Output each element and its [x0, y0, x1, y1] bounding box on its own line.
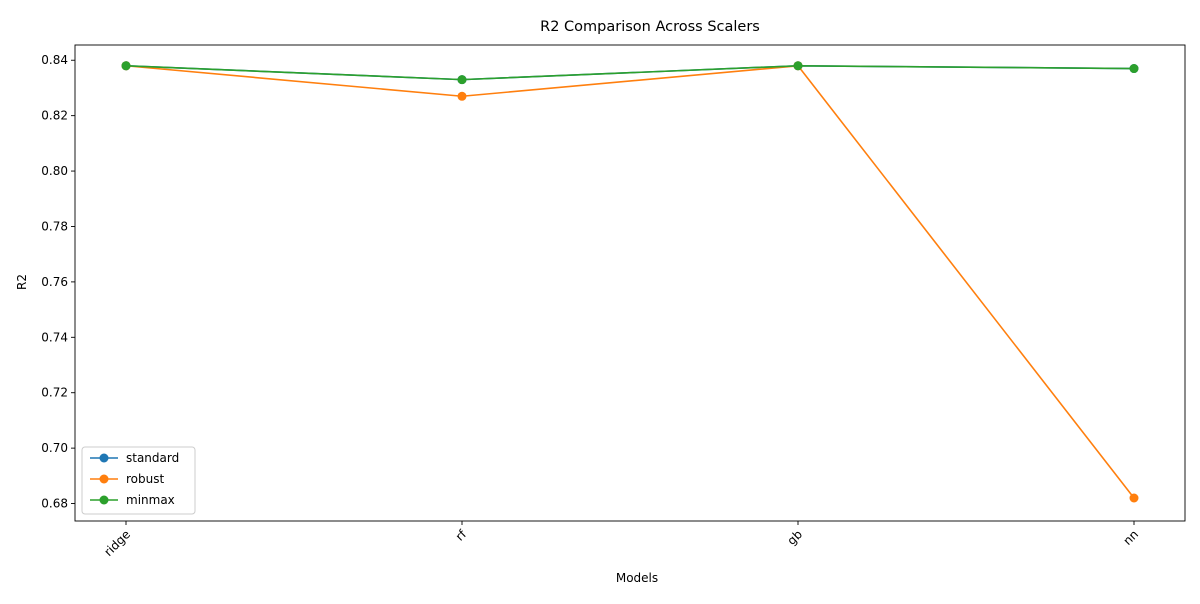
legend-swatch-marker [99, 474, 109, 484]
y-tick-label: 0.82 [41, 109, 68, 123]
legend-label: robust [126, 472, 164, 486]
data-point-robust-nn [1129, 493, 1139, 503]
series-line-minmax [125, 64, 1135, 81]
y-tick-label: 0.78 [41, 219, 68, 233]
y-tick-label: 0.72 [41, 386, 68, 400]
x-tick-label-ridge: ridge [101, 527, 133, 559]
data-point-minmax-nn [1129, 64, 1139, 74]
chart-title: R2 Comparison Across Scalers [540, 19, 760, 35]
y-tick-label: 0.80 [41, 164, 68, 178]
data-point-minmax-ridge [121, 61, 131, 71]
y-tick-label: 0.74 [41, 330, 68, 344]
legend-swatch-marker [99, 453, 109, 463]
legend-box [81, 446, 196, 515]
y-tick-label: 0.76 [41, 275, 68, 289]
series-line-robust [125, 64, 1135, 499]
x-axis-label: Models [616, 571, 658, 585]
x-axis: ridge rf gb nn [101, 521, 1141, 559]
y-axis: 0.68 0.70 0.72 0.74 0.76 0.78 0.80 0.82 0.84 [41, 53, 75, 511]
legend: standard robust minmax [81, 446, 196, 515]
legend-item-standard: standard [90, 451, 179, 465]
series-minmax [121, 61, 1139, 85]
data-point-minmax-gb [793, 61, 803, 71]
series-robust [121, 61, 1139, 503]
series-layer [121, 61, 1139, 503]
y-tick-label: 0.68 [41, 497, 68, 511]
legend-item-robust: robust [90, 472, 164, 486]
legend-label: standard [126, 451, 179, 465]
data-point-minmax-rf [457, 75, 467, 85]
data-point-robust-rf [457, 91, 467, 101]
y-tick-label: 0.70 [41, 441, 68, 455]
legend-item-minmax: minmax [90, 493, 175, 507]
x-tick-label-rf: rf [453, 527, 470, 544]
plot-frame [74, 44, 1186, 522]
x-tick-label-gb: gb [784, 527, 805, 548]
y-tick-label: 0.84 [41, 53, 68, 67]
legend-label: minmax [126, 493, 175, 507]
plot-area [121, 61, 1139, 503]
legend-swatch-marker [99, 495, 109, 505]
x-tick-label-nn: nn [1120, 527, 1141, 548]
y-axis-label: R2 [15, 274, 29, 290]
